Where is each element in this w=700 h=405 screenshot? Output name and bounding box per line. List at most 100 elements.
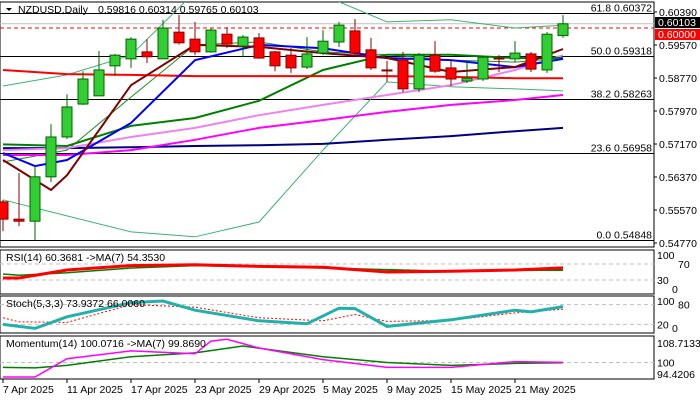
candle bbox=[365, 37, 377, 70]
candle-body bbox=[365, 49, 377, 69]
candle bbox=[381, 60, 393, 82]
indicator-panels: RSI(14) 60.3681 ->MA(7) 54.3530 10070300S… bbox=[0, 249, 700, 381]
candle bbox=[269, 51, 281, 72]
candle-body bbox=[477, 56, 489, 80]
fib-label: 0.0 0.54848 bbox=[597, 230, 653, 242]
panel-label: Stoch(5,3,3) 73.9372 66.0060 bbox=[6, 298, 145, 310]
level-price-box bbox=[655, 29, 700, 40]
x-tick-label: 21 May 2025 bbox=[515, 384, 576, 396]
fib-label: 23.6 0.56958 bbox=[591, 143, 652, 155]
candle bbox=[141, 39, 153, 63]
candle bbox=[525, 51, 537, 73]
momentum-panel: Momentum(14) 100.0716 ->MA(7) 99.8690 108… bbox=[0, 335, 700, 381]
candle bbox=[125, 37, 137, 68]
candle-body bbox=[45, 136, 57, 178]
candle bbox=[509, 41, 521, 63]
x-tick-label: 5 May 2025 bbox=[323, 384, 378, 396]
bid-price-box bbox=[655, 17, 700, 28]
candle bbox=[0, 199, 9, 232]
panel-tick-label: 20 bbox=[657, 319, 669, 331]
candle bbox=[445, 60, 457, 86]
y-tick-label: 0.56370 bbox=[659, 172, 697, 184]
candle bbox=[157, 19, 169, 60]
candle-body bbox=[317, 40, 329, 54]
candle-body bbox=[301, 53, 313, 68]
fib-label: 61.8 0.60372 bbox=[591, 3, 652, 15]
candle bbox=[109, 53, 121, 77]
candle-body bbox=[141, 51, 153, 58]
y-tick-label: 0.60390 bbox=[659, 7, 697, 19]
candle bbox=[205, 28, 217, 53]
candle bbox=[173, 14, 185, 45]
y-tick-label: 0.57170 bbox=[659, 139, 697, 151]
panel-label: RSI(14) 60.3681 ->MA(7) 54.3530 bbox=[6, 252, 165, 264]
indicator-line bbox=[3, 263, 564, 280]
candle-body bbox=[157, 27, 169, 60]
panel-tick-label: 0 bbox=[672, 323, 678, 335]
candle bbox=[301, 37, 313, 70]
bid-price-label: 0.60103 bbox=[658, 17, 696, 29]
indicator-line bbox=[3, 94, 564, 156]
candle-body bbox=[493, 57, 505, 60]
candle bbox=[221, 27, 233, 49]
candle-body bbox=[109, 54, 121, 67]
panel-tick-label: 108.7133 bbox=[657, 338, 700, 350]
y-tick-label: 0.58770 bbox=[659, 73, 697, 85]
candle bbox=[349, 18, 361, 56]
level-price-label: 0.60000 bbox=[658, 29, 696, 41]
candle bbox=[253, 32, 265, 59]
candle-body bbox=[0, 201, 9, 220]
candle bbox=[429, 41, 441, 73]
panel-frame bbox=[0, 249, 655, 295]
fib-label: 38.2 0.58263 bbox=[591, 89, 652, 101]
candle-body bbox=[429, 54, 441, 72]
chart-header: NZDUSD,Daily 0.59816 0.60314 0.59765 0.6… bbox=[6, 4, 259, 16]
x-tick-label: 7 Apr 2025 bbox=[3, 384, 54, 396]
candle bbox=[189, 21, 201, 56]
candle-body bbox=[13, 218, 25, 222]
panel-label: Momentum(14) 100.0716 ->MA(7) 99.8690 bbox=[6, 338, 206, 350]
stoch-panel: Stoch(5,3,3) 73.9372 66.0060 100 80 20 0 bbox=[0, 295, 690, 335]
candle-body bbox=[541, 33, 553, 71]
candle bbox=[45, 124, 57, 183]
x-tick-label: 15 May 2025 bbox=[451, 384, 512, 396]
panel-tick-label: 80 bbox=[678, 300, 690, 312]
candle bbox=[557, 15, 569, 38]
candle-body bbox=[333, 24, 345, 43]
y-tick-label: 0.59570 bbox=[659, 40, 697, 52]
candle bbox=[397, 51, 409, 93]
y-tick-label: 0.57970 bbox=[659, 106, 697, 118]
indicator-line bbox=[3, 126, 564, 150]
ohlc-readout: 0.59816 0.60314 0.59765 0.60103 bbox=[98, 4, 259, 16]
plot-area bbox=[0, 2, 654, 241]
candle-body bbox=[93, 69, 105, 97]
panel-tick-label: 100 bbox=[657, 358, 675, 370]
x-tick-label: 23 Apr 2025 bbox=[195, 384, 252, 396]
main-price-panel[interactable]: 61.8 0.60372 50.0 0.59318 38.2 0.58263 23.6… bbox=[0, 0, 700, 250]
candle-body bbox=[413, 54, 425, 90]
candle bbox=[93, 51, 105, 97]
x-tick-label: 9 May 2025 bbox=[387, 384, 442, 396]
candle bbox=[13, 173, 25, 227]
panel-tick-label: 94.4206 bbox=[657, 369, 695, 381]
candle-body bbox=[29, 176, 41, 222]
panel-tick-label: 100 bbox=[657, 250, 675, 262]
panel-tick-label: 70 bbox=[678, 259, 690, 271]
y-tick-label: 0.54770 bbox=[659, 238, 697, 250]
x-tick-label: 11 Apr 2025 bbox=[67, 384, 123, 396]
candle bbox=[317, 30, 329, 56]
candle-body bbox=[189, 38, 201, 53]
candle-body bbox=[77, 78, 89, 105]
indicator-line bbox=[2, 299, 564, 330]
candle-body bbox=[557, 23, 569, 37]
candle-body bbox=[445, 67, 457, 80]
collapse-triangle-icon[interactable] bbox=[6, 8, 12, 11]
candle-body bbox=[205, 29, 217, 53]
x-tick-label: 17 Apr 2025 bbox=[131, 384, 188, 396]
panel-tick-label: 0 bbox=[672, 284, 678, 296]
panel-tick-label: 100 bbox=[657, 296, 675, 308]
candle bbox=[493, 55, 505, 73]
candle bbox=[285, 48, 297, 73]
candle-body bbox=[221, 33, 233, 45]
